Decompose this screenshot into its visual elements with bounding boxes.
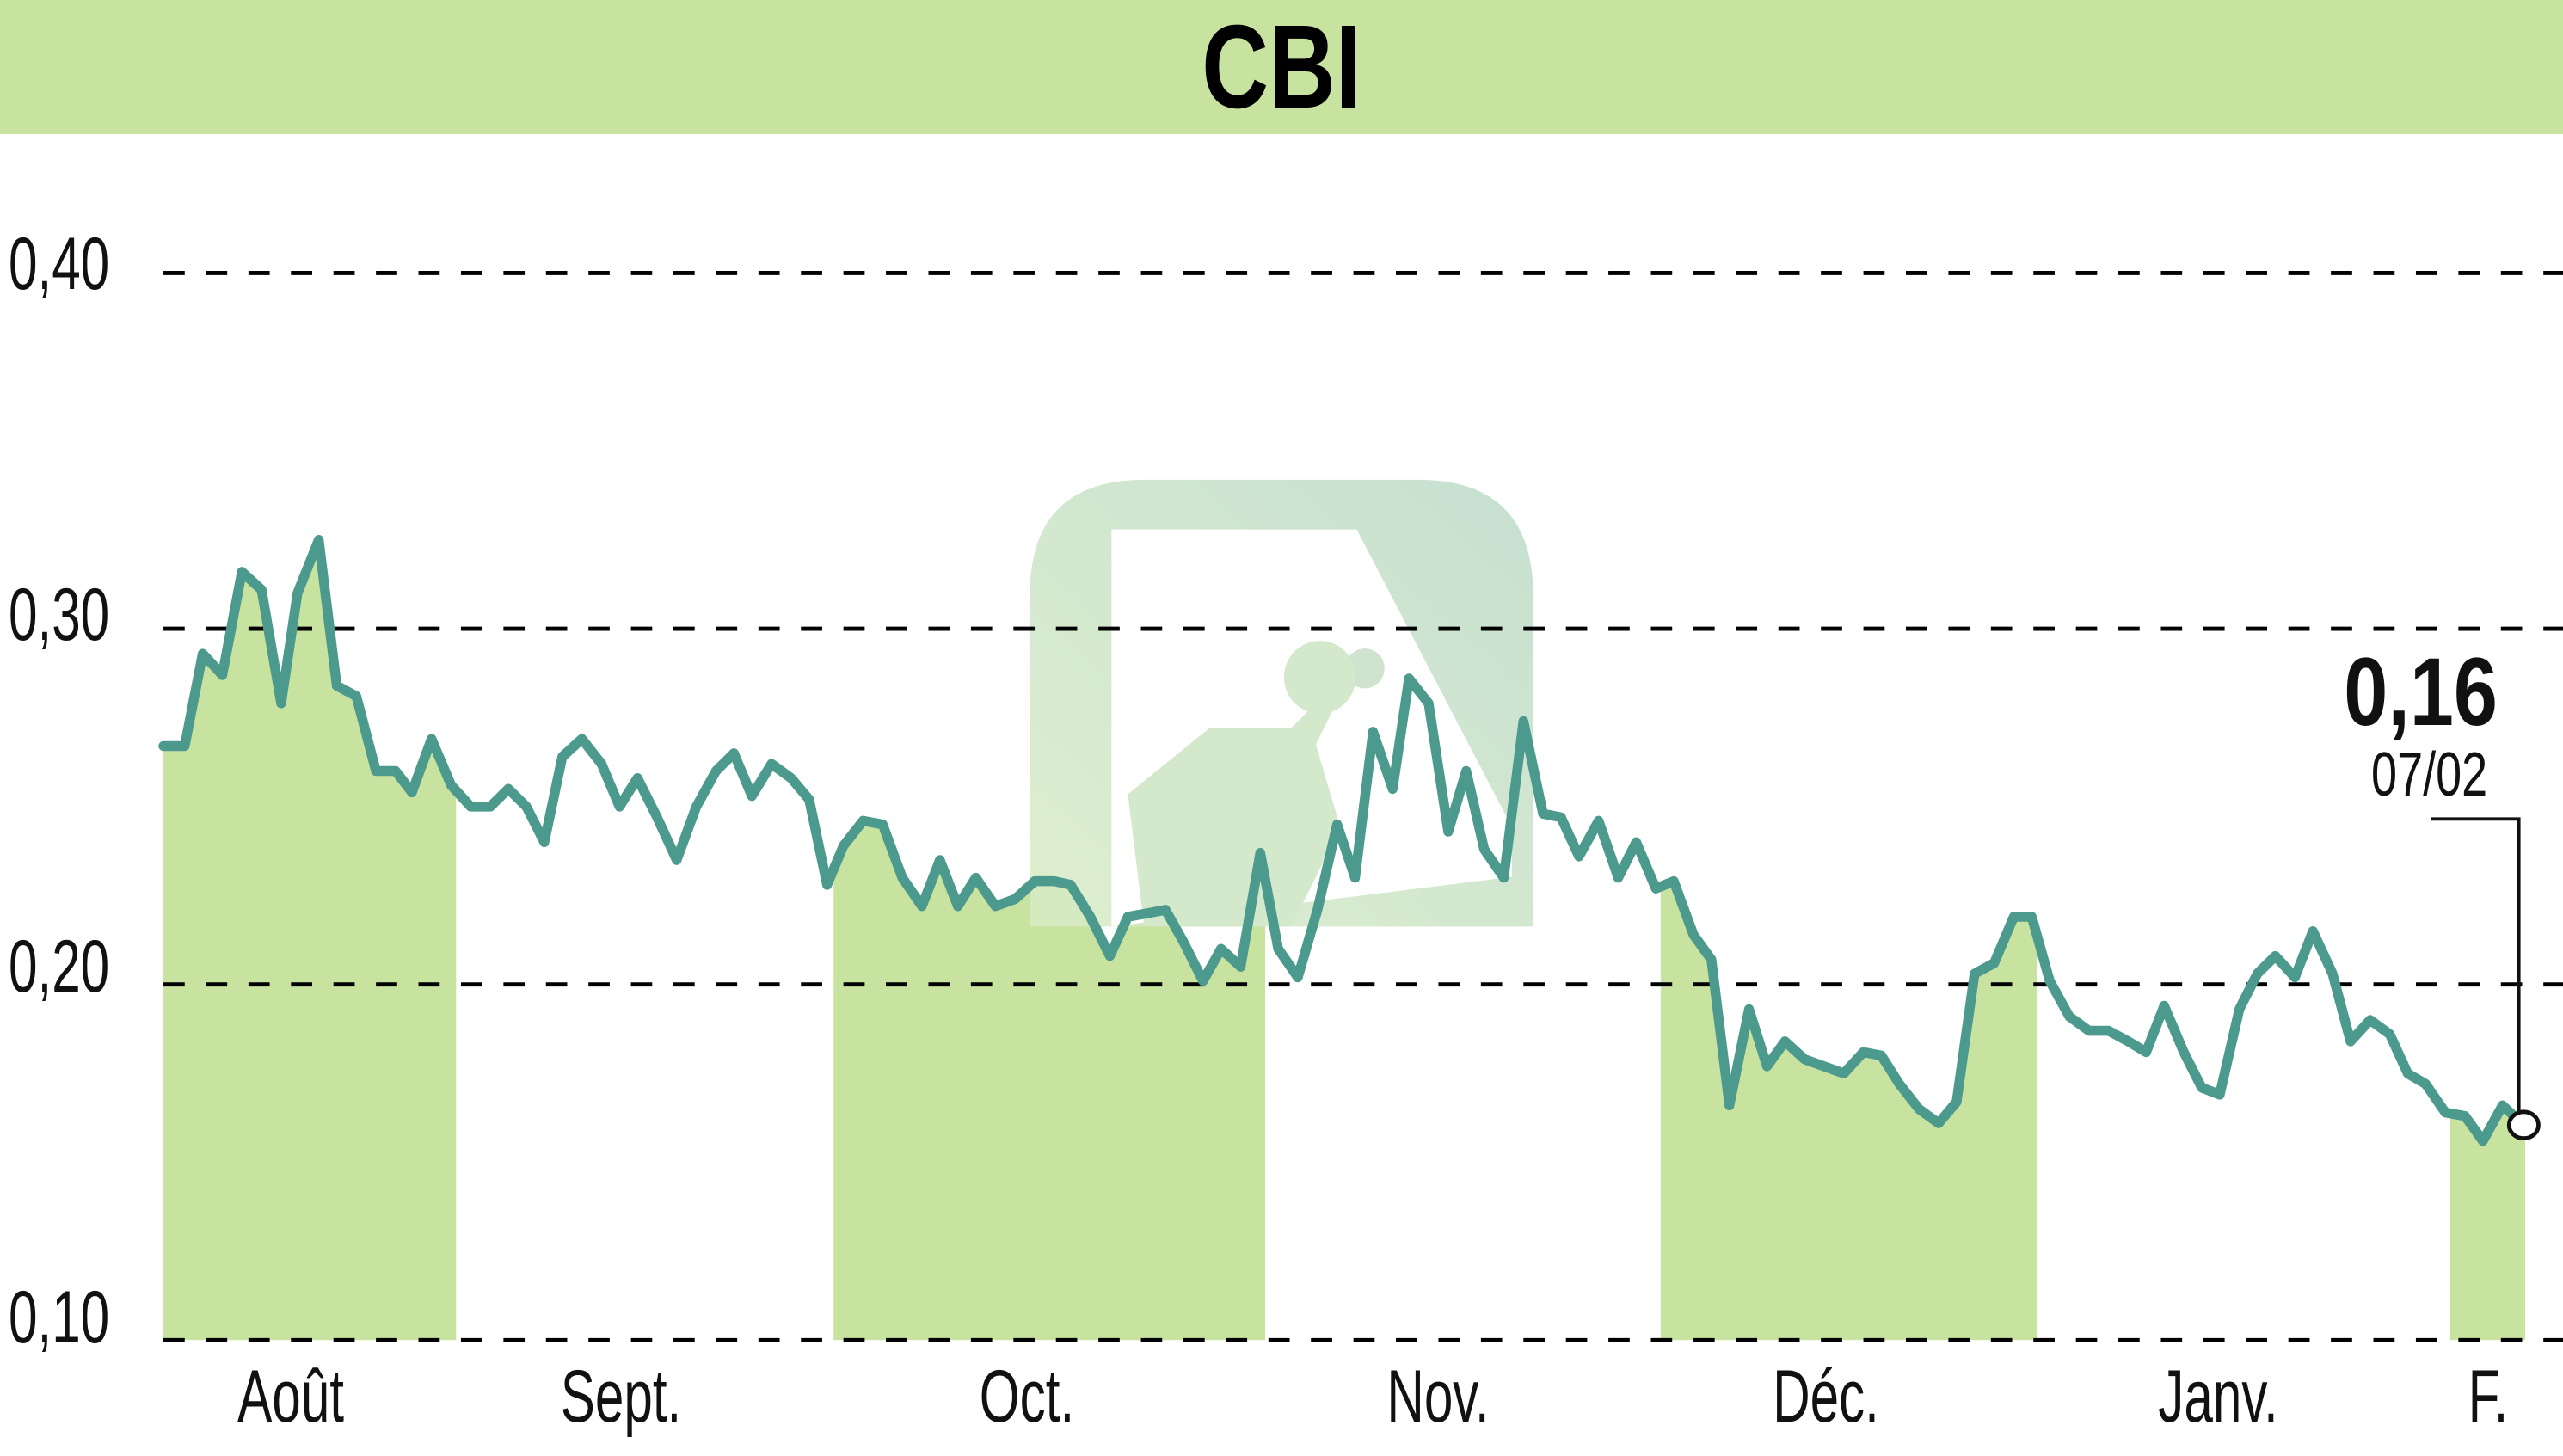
x-month-label: Oct.: [979, 1355, 1074, 1438]
y-tick-label: 0,20: [9, 925, 110, 1008]
last-date-label: 07/02: [2370, 740, 2487, 809]
y-tick-label: 0,30: [9, 574, 110, 657]
last-value-label: 0,16: [2344, 638, 2498, 746]
last-point-marker: [2506, 1109, 2541, 1141]
x-month-label: Sept.: [560, 1355, 682, 1438]
x-month-label: Août: [237, 1355, 345, 1438]
title-bar: [0, 0, 2563, 134]
bull-logo-icon: [1030, 479, 1533, 927]
y-tick-label: 0,10: [9, 1276, 110, 1360]
chart-title: CBI: [1202, 1, 1361, 133]
gridlines: [163, 271, 2563, 1342]
y-tick-label: 0,40: [9, 222, 110, 305]
shaded-band: [1660, 539, 2037, 1341]
price-line: [158, 534, 2530, 1146]
callout-leader: [2431, 817, 2521, 1112]
x-month-label: Janv.: [2158, 1355, 2278, 1438]
x-month-label: Nov.: [1386, 1355, 1490, 1438]
x-month-label: Déc.: [1772, 1355, 1879, 1438]
x-month-label: F.: [2468, 1355, 2508, 1438]
